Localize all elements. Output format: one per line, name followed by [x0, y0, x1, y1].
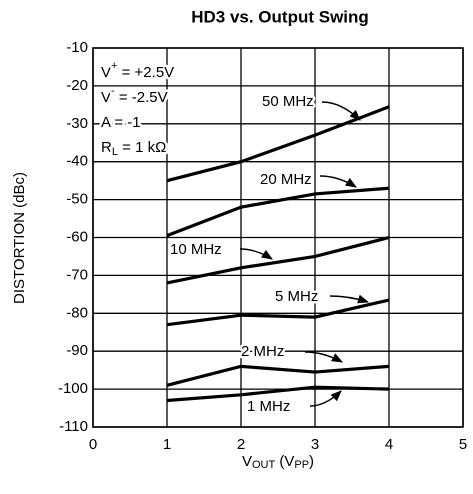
annotation-part: = +2.5V [117, 64, 174, 81]
series-label: 1 MHz [247, 398, 290, 415]
series-label: 2 MHz [241, 343, 284, 360]
x-tick-label: 4 [385, 436, 393, 453]
x-axis-label-part: ) [309, 453, 314, 470]
x-tick-label: 0 [89, 436, 97, 453]
x-axis-label-part: OUT [252, 459, 276, 471]
annotation-part: = -2.5V [115, 89, 168, 106]
series-label: 20 MHz [260, 171, 312, 188]
annotation-part: R [101, 139, 112, 156]
y-tick-label: -110 [59, 418, 88, 435]
y-tick-label: -80 [66, 304, 88, 321]
annotation-part: = 1 kΩ [118, 139, 166, 156]
annotation-part: L [112, 146, 118, 158]
series-line [166, 364, 390, 387]
x-tick-label: 3 [311, 436, 319, 453]
series-label: 50 MHz [262, 93, 314, 110]
series-line [166, 186, 390, 238]
x-axis-label-part: PP [294, 459, 309, 471]
y-tick-label: -90 [66, 342, 88, 359]
y-tick-label: -50 [66, 191, 88, 208]
x-tick-label: 5 [459, 436, 467, 453]
label-arrow [329, 294, 370, 304]
annotation-part: V [101, 89, 111, 106]
annotation: RL = 1 kΩ [101, 139, 166, 158]
annotation-part: - [111, 85, 115, 97]
y-tick-label: -10 [66, 39, 88, 56]
y-tick-label: -100 [58, 380, 88, 397]
series-line [166, 235, 390, 285]
y-axis-label: DISTORTION (dBc) [11, 172, 28, 304]
label-arrow [321, 101, 361, 121]
y-tick-label: -60 [66, 228, 88, 245]
series-label: 5 MHz [275, 288, 318, 305]
series-line [166, 105, 390, 183]
annotation-part: V [101, 64, 111, 81]
label-arrow [239, 248, 273, 260]
y-tick-label: -20 [66, 77, 88, 94]
y-tick-label: -70 [66, 266, 88, 283]
series-line [166, 298, 390, 327]
label-arrow [309, 390, 342, 407]
chart-title: HD3 vs. Output Swing [191, 7, 369, 26]
annotation: V- = -2.5V [101, 85, 168, 106]
series-label: 10 MHz [170, 241, 222, 258]
x-axis-label-part: (V [275, 453, 294, 470]
annotation: V+ = +2.5V [101, 60, 174, 81]
y-tick-label: -40 [66, 153, 88, 170]
x-axis-label-part: V [242, 453, 252, 470]
label-arrow [304, 351, 343, 363]
x-tick-label: 2 [237, 436, 245, 453]
x-axis-label: VOUT (VPP) [242, 453, 314, 471]
annotation-part: A = -1 [101, 114, 141, 131]
label-arrow [319, 175, 357, 188]
y-tick-label: -30 [66, 115, 88, 132]
x-tick-label: 1 [163, 436, 171, 453]
annotation: A = -1 [101, 114, 141, 131]
annotation-part: + [111, 60, 117, 72]
plot-frame [92, 47, 464, 428]
series-line [166, 385, 390, 403]
